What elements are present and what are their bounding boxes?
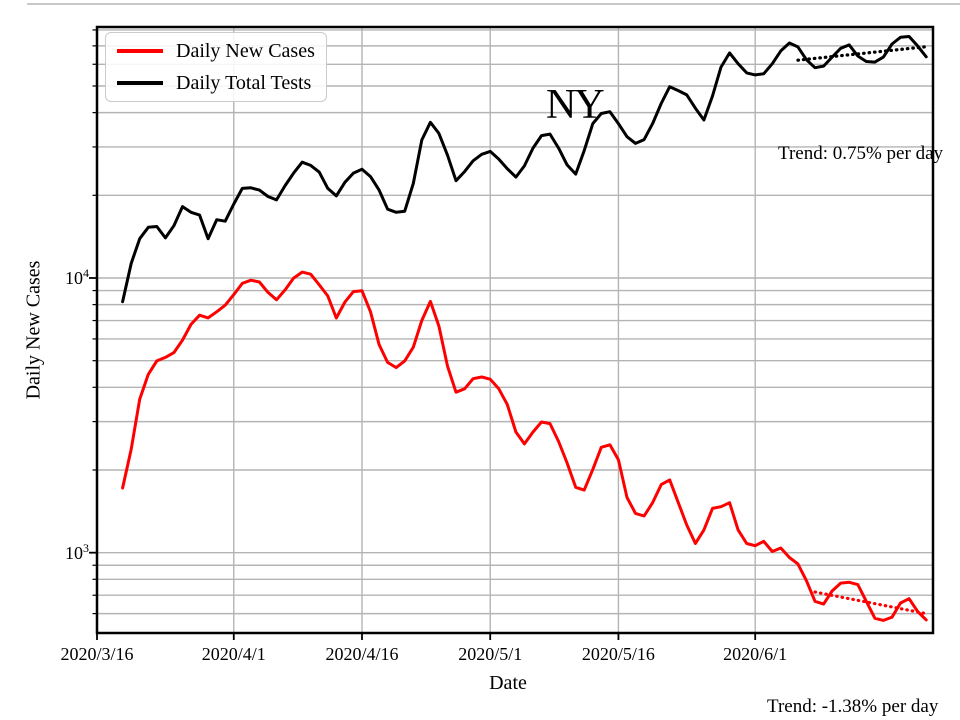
red-line-sample-icon	[117, 49, 163, 53]
x-tick-label: 2020/5/1	[458, 644, 523, 664]
x-tick-label: 2020/4/16	[325, 644, 399, 664]
legend-box: Daily New Cases Daily Total Tests	[105, 32, 327, 102]
figure-top-border	[27, 3, 960, 5]
state-annotation: NY	[546, 82, 605, 128]
legend-item-daily-total-tests: Daily Total Tests	[106, 67, 326, 99]
tests-trend-text: Trend: 0.75% per day	[778, 143, 943, 164]
legend-item-daily-new-cases: Daily New Cases	[106, 35, 326, 67]
y-tick-label-10e3: 103	[65, 541, 89, 563]
legend-label: Daily New Cases	[176, 40, 315, 62]
y-tick-label-10e4: 104	[65, 266, 89, 288]
x-tick-label: 2020/4/1	[201, 644, 266, 664]
x-tick-label: 2020/3/16	[60, 644, 134, 664]
legend-label: Daily Total Tests	[176, 72, 312, 94]
black-line-sample-icon	[117, 81, 163, 85]
cases-trend-text: Trend: -1.38% per day	[767, 696, 939, 717]
x-axis-title: Date	[489, 672, 527, 694]
x-tick-label: 2020/5/16	[581, 644, 655, 664]
x-tick-label: 2020/6/1	[723, 644, 788, 664]
